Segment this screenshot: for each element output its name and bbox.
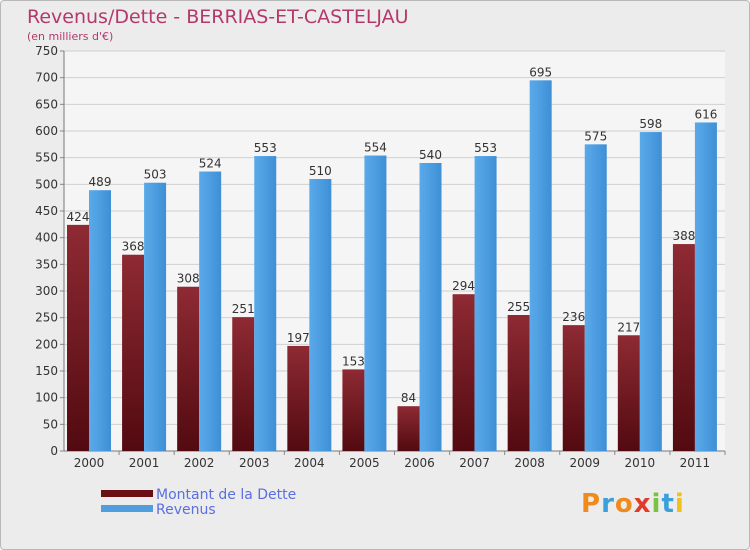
bar-dette bbox=[672, 244, 695, 451]
bar-revenus bbox=[199, 171, 222, 452]
y-tick-label: 500 bbox=[35, 177, 58, 191]
x-tick-label: 2008 bbox=[514, 456, 545, 470]
plot-area bbox=[64, 51, 725, 451]
bar-revenus bbox=[309, 179, 332, 451]
logo-letter: P bbox=[581, 489, 602, 519]
data-label-dette: 84 bbox=[401, 391, 416, 405]
data-label-dette: 217 bbox=[617, 320, 640, 334]
data-label-revenus: 503 bbox=[144, 168, 167, 182]
chart-subtitle: (en milliers d'€) bbox=[27, 30, 114, 43]
data-label-dette: 308 bbox=[177, 272, 200, 286]
legend-label-dette: Montant de la Dette bbox=[156, 487, 297, 503]
bar-dette bbox=[397, 406, 420, 451]
y-tick-label: 700 bbox=[35, 71, 58, 85]
data-label-dette: 153 bbox=[342, 354, 365, 368]
y-tick-label: 300 bbox=[35, 284, 58, 298]
y-tick-label: 650 bbox=[35, 97, 58, 111]
bar-dette bbox=[617, 335, 640, 451]
y-tick-label: 600 bbox=[35, 124, 58, 138]
bar-revenus bbox=[254, 156, 277, 452]
bar-dette bbox=[67, 224, 89, 451]
y-tick-label: 150 bbox=[35, 364, 58, 378]
data-label-revenus: 553 bbox=[254, 141, 277, 155]
data-label-revenus: 695 bbox=[529, 65, 552, 79]
x-tick-label: 2009 bbox=[569, 456, 600, 470]
logo-letter: i bbox=[651, 489, 662, 519]
x-tick-label: 2007 bbox=[459, 456, 490, 470]
bar-revenus bbox=[364, 155, 387, 452]
bar-dette bbox=[342, 369, 365, 451]
data-label-revenus: 489 bbox=[89, 175, 112, 189]
data-label-revenus: 524 bbox=[199, 157, 222, 171]
bar-dette bbox=[287, 345, 310, 451]
bar-dette bbox=[562, 325, 585, 451]
data-label-dette: 197 bbox=[287, 331, 310, 345]
data-label-revenus: 598 bbox=[639, 117, 662, 131]
bar-revenus bbox=[529, 80, 552, 451]
data-label-dette: 388 bbox=[672, 229, 695, 243]
x-tick-label: 2003 bbox=[239, 456, 270, 470]
x-tick-label: 2010 bbox=[625, 456, 656, 470]
bar-revenus bbox=[639, 132, 662, 452]
x-tick-label: 2000 bbox=[74, 456, 105, 470]
y-tick-label: 100 bbox=[35, 391, 58, 405]
bar-dette bbox=[507, 315, 530, 451]
logo-letter: x bbox=[633, 489, 652, 519]
x-tick-label: 2005 bbox=[349, 456, 380, 470]
y-tick-label: 750 bbox=[35, 44, 58, 58]
data-label-revenus: 510 bbox=[309, 164, 332, 178]
bar-revenus bbox=[584, 144, 607, 452]
y-tick-label: 550 bbox=[35, 151, 58, 165]
data-label-dette: 294 bbox=[452, 279, 475, 293]
data-label-dette: 368 bbox=[122, 240, 145, 254]
x-tick-label: 2004 bbox=[294, 456, 325, 470]
bar-dette bbox=[122, 254, 145, 451]
data-label-revenus: 616 bbox=[694, 107, 717, 121]
data-label-revenus: 554 bbox=[364, 141, 387, 155]
y-tick-label: 50 bbox=[43, 417, 58, 431]
bar-revenus bbox=[89, 190, 111, 451]
y-tick-label: 0 bbox=[50, 444, 58, 458]
bar-dette bbox=[452, 294, 475, 451]
y-tick-label: 250 bbox=[35, 311, 58, 325]
logo-letter: r bbox=[601, 489, 615, 519]
y-tick-label: 400 bbox=[35, 231, 58, 245]
y-tick-label: 450 bbox=[35, 204, 58, 218]
data-label-dette: 255 bbox=[507, 300, 530, 314]
bar-dette bbox=[177, 286, 200, 451]
y-tick-label: 350 bbox=[35, 257, 58, 271]
x-tick-label: 2011 bbox=[680, 456, 711, 470]
bar-dette bbox=[232, 317, 255, 451]
data-label-dette: 236 bbox=[562, 310, 585, 324]
data-label-dette: 424 bbox=[67, 210, 90, 224]
bar-revenus bbox=[474, 156, 497, 452]
data-label-dette: 251 bbox=[232, 302, 255, 316]
legend-label-revenus: Revenus bbox=[156, 502, 216, 518]
proxiti-logo: Proxiti bbox=[581, 489, 685, 519]
data-label-revenus: 575 bbox=[584, 129, 607, 143]
data-label-revenus: 553 bbox=[474, 141, 497, 155]
y-tick-label: 200 bbox=[35, 337, 58, 351]
legend-swatch-dette bbox=[101, 490, 153, 497]
x-tick-label: 2006 bbox=[404, 456, 435, 470]
x-tick-label: 2002 bbox=[184, 456, 215, 470]
legend-swatch-revenus bbox=[101, 505, 153, 512]
bar-revenus bbox=[144, 182, 167, 451]
logo-letter: i bbox=[674, 489, 685, 519]
x-tick-label: 2001 bbox=[129, 456, 160, 470]
bar-revenus bbox=[694, 122, 717, 451]
data-label-revenus: 540 bbox=[419, 148, 442, 162]
logo-letter: o bbox=[614, 489, 634, 519]
chart-title: Revenus/Dette - BERRIAS-ET-CASTELJAU bbox=[27, 6, 409, 28]
bar-revenus bbox=[419, 163, 442, 451]
logo-letter: t bbox=[661, 489, 675, 519]
